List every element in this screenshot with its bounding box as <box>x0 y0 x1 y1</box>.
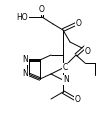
Text: O: O <box>76 20 82 29</box>
Text: O: O <box>75 94 81 103</box>
Text: O: O <box>85 47 91 56</box>
Text: N: N <box>22 70 28 79</box>
Text: HO: HO <box>16 12 28 21</box>
Text: N: N <box>63 75 69 85</box>
Text: N: N <box>22 55 28 64</box>
Text: O: O <box>39 5 45 14</box>
Text: C: C <box>63 64 68 72</box>
